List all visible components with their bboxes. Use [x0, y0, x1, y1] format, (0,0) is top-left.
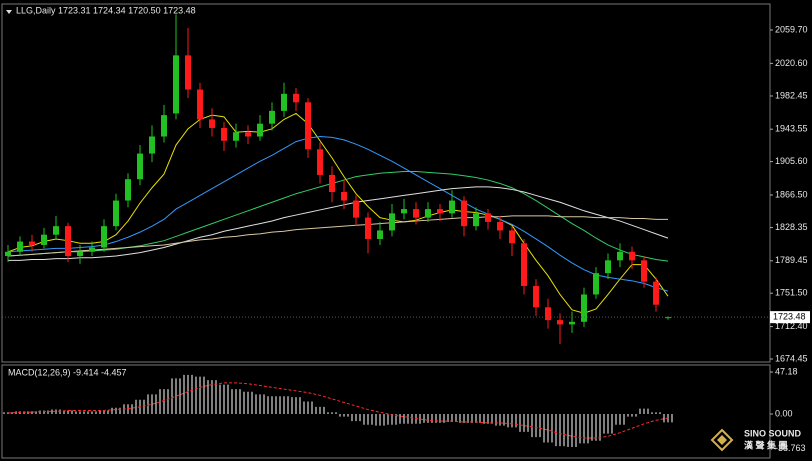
y-tick-label: 0.00 — [775, 408, 793, 418]
y-tick-label: 1789.45 — [775, 255, 808, 265]
candle-body — [461, 200, 467, 227]
indicator-line — [7, 215, 668, 257]
candle-body — [497, 221, 503, 231]
menu-arrow[interactable] — [6, 10, 12, 14]
candle-body — [101, 226, 107, 248]
macd-panel — [1, 364, 771, 459]
candle-body — [629, 251, 635, 261]
candle-body — [293, 93, 299, 103]
y-tick-label: 1674.45 — [775, 353, 808, 363]
candle-body — [521, 243, 527, 286]
logo-text: SINO SOUND — [744, 428, 802, 438]
candle-body — [557, 320, 563, 325]
candle-body — [149, 136, 155, 154]
candle-body — [17, 241, 23, 252]
y-tick-label: 1751.50 — [775, 288, 808, 298]
logo: SINO SOUND 漢 聲 集 團 — [710, 428, 802, 452]
last-price-box — [770, 311, 810, 324]
candle-body — [77, 251, 83, 257]
candle-body — [29, 241, 35, 245]
candle-body — [197, 89, 203, 120]
candle-body — [413, 209, 419, 218]
candle-body — [317, 149, 323, 175]
candle-body — [545, 307, 551, 321]
indicator-line — [7, 382, 669, 439]
y-tick-label: 1982.45 — [775, 90, 808, 100]
candle-body — [125, 179, 131, 201]
candle-body — [185, 55, 191, 90]
candle-body — [269, 110, 275, 124]
candle-body — [569, 321, 575, 325]
candle-body — [485, 213, 491, 222]
logo-icon — [710, 428, 734, 452]
candle-body — [41, 234, 47, 245]
candle-body — [161, 115, 167, 137]
candle-body — [641, 260, 647, 282]
macd-title: MACD(12,26,9) -9.414 -4.457 — [8, 367, 127, 377]
candle-body — [137, 153, 143, 180]
indicator-line — [7, 171, 669, 262]
candle-body — [173, 55, 179, 114]
candle-body — [437, 209, 443, 214]
logo-text-zh: 漢 聲 集 團 — [744, 439, 788, 450]
candle-body — [617, 251, 623, 261]
candle-body — [353, 200, 359, 218]
y-tick-label: 1943.55 — [775, 124, 808, 134]
candle-body — [245, 132, 251, 137]
candle-body — [473, 213, 479, 227]
candle-body — [533, 285, 539, 308]
y-tick-label: -38.763 — [775, 443, 806, 453]
y-tick-label: 1712.40 — [775, 321, 808, 331]
y-tick-label: 2059.70 — [775, 24, 808, 34]
indicator-line — [7, 135, 669, 292]
chart-header: LLG,Daily 1723.31 1724.34 1720.50 1723.4… — [16, 5, 196, 15]
y-tick-label: 2020.60 — [775, 58, 808, 68]
candle-body — [305, 102, 311, 150]
y-tick-label: 1866.50 — [775, 189, 808, 199]
main-panel — [1, 3, 771, 363]
candle-body — [605, 260, 611, 274]
indicator-line — [7, 112, 669, 314]
candle-body — [365, 217, 371, 239]
candle-body — [209, 119, 215, 128]
candle-body — [653, 281, 659, 305]
candle-body — [389, 213, 395, 231]
candle-body — [281, 93, 287, 111]
candle-body — [329, 174, 335, 193]
candle-body — [581, 294, 587, 322]
candle-body — [113, 200, 119, 227]
candle-body — [53, 226, 59, 235]
candle-body — [509, 230, 515, 244]
candle-body — [401, 209, 407, 214]
logo-icon-core — [717, 435, 727, 445]
candle-body — [341, 192, 347, 201]
candle-body — [377, 230, 383, 239]
y-tick-label: 1905.60 — [775, 156, 808, 166]
y-tick-label: 47.18 — [775, 366, 798, 376]
candle-body — [593, 273, 599, 295]
candle-body — [221, 127, 227, 141]
candle-body — [449, 200, 455, 214]
candle-body — [89, 247, 95, 252]
candle-body — [257, 123, 263, 137]
indicator-line — [8, 186, 669, 261]
candle-body — [233, 132, 239, 141]
candle-body — [65, 226, 71, 257]
y-tick-label: 1828.35 — [775, 222, 808, 232]
last-price-label: 1723.48 — [773, 312, 806, 322]
candle-body — [5, 251, 11, 257]
candle-body — [425, 209, 431, 218]
